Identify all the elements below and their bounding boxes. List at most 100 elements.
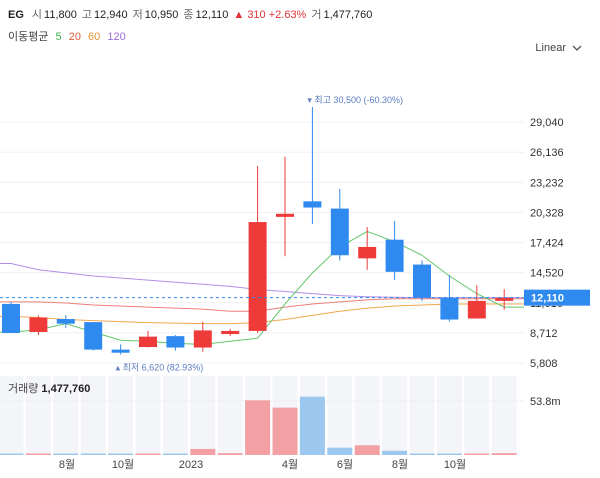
- x-tick-label: 2023: [179, 459, 203, 471]
- ma-period-120: 120: [107, 31, 126, 43]
- candle-body: [221, 330, 240, 335]
- scale-dropdown[interactable]: Linear: [535, 42, 582, 54]
- candle-body: [111, 349, 130, 353]
- low-annotation: ▴ 최저 6,620 (82.93%): [116, 363, 204, 373]
- x-tick-label: 8월: [59, 458, 75, 471]
- last-price-label: 12,110: [531, 293, 564, 305]
- volume-slot-bg: [25, 376, 51, 455]
- candle-body: [303, 201, 322, 208]
- scale-label: Linear: [535, 42, 566, 54]
- y-tick-label: 8,712: [530, 328, 558, 340]
- open-value: 11,800: [44, 9, 77, 21]
- candle-body: [139, 336, 157, 348]
- volume-tick-label: 53.8m: [530, 396, 561, 408]
- ma5-line: [0, 230, 524, 345]
- candle-body: [56, 319, 75, 324]
- volume-bar: [409, 453, 435, 455]
- volume-bar: [436, 453, 462, 455]
- volume-slot-bg: [491, 376, 517, 455]
- volume-bar: [108, 453, 134, 455]
- change-value: ▲ 310 +2.63%: [233, 9, 307, 21]
- volume-bar: [354, 445, 380, 455]
- volume-bar: [25, 453, 51, 455]
- low-value: 10,950: [144, 9, 179, 21]
- open-label: 시: [31, 9, 43, 21]
- volume-bar: [217, 453, 243, 455]
- volume-bar: [162, 453, 188, 455]
- x-tick-label: 6월: [337, 458, 353, 471]
- volume-bar: [272, 407, 298, 455]
- volume-value: 1,477,760: [323, 9, 373, 21]
- x-tick-label: 10월: [112, 458, 134, 471]
- volume-bar: [382, 450, 408, 455]
- volume-slot-bg: [135, 376, 161, 455]
- y-tick-label: 26,136: [530, 147, 564, 159]
- volume-slot-bg: [80, 376, 106, 455]
- volume-slot-bg: [436, 376, 462, 455]
- y-tick-label: 14,520: [530, 268, 564, 280]
- volume-slot-bg: [190, 376, 216, 455]
- ma-period-5: 5: [55, 31, 62, 43]
- y-tick-label: 20,328: [530, 207, 564, 219]
- candle-body: [385, 239, 404, 272]
- low-label: 저: [132, 9, 143, 21]
- volume-bar: [299, 396, 325, 455]
- volume-slot-bg: [162, 376, 188, 455]
- candle-body: [166, 336, 185, 348]
- price-summary-bar: EG 시 11,800 고 12,940 저 10,950 종 12,110 ▲…: [8, 6, 377, 22]
- x-tick-label: 8월: [392, 458, 408, 471]
- candle-body: [248, 222, 267, 331]
- volume-title-value: 1,477,760: [41, 383, 90, 395]
- volume-bar: [80, 453, 106, 455]
- close-value: 12,110: [195, 9, 229, 21]
- candle-body: [467, 300, 486, 319]
- ticker-symbol: EG: [8, 9, 24, 21]
- y-tick-label: 29,040: [530, 117, 564, 129]
- candle-body: [29, 317, 48, 332]
- candle-body: [330, 208, 349, 256]
- moving-average-legend[interactable]: 이동평균 5 20 60 120: [8, 28, 130, 44]
- chevron-down-icon: [572, 45, 582, 51]
- y-tick-label: 17,424: [530, 238, 564, 250]
- volume-bar: [245, 400, 271, 455]
- candle-body: [413, 264, 431, 298]
- volume-bar: [190, 448, 216, 455]
- high-label: 고: [81, 9, 92, 21]
- volume-slot-bg: [0, 376, 24, 455]
- volume-bar: [464, 453, 490, 455]
- volume-slot-bg: [327, 376, 353, 455]
- volume-slot-bg: [409, 376, 435, 455]
- candle-body: [84, 322, 103, 350]
- volume-bar: [0, 453, 24, 455]
- volume-slot-bg: [53, 376, 79, 455]
- candle-body: [495, 297, 514, 301]
- volume-bar: [491, 453, 517, 455]
- volume-bar: [327, 447, 353, 455]
- x-tick-label: 4월: [282, 458, 298, 471]
- candle-body: [276, 213, 294, 217]
- volume-slot-bg: [217, 376, 243, 455]
- moving-average-label: 이동평균: [8, 31, 49, 43]
- volume-slot-bg: [108, 376, 134, 455]
- volume-bar: [53, 453, 79, 455]
- ma-period-60: 60: [88, 31, 101, 43]
- volume-slot-bg: [382, 376, 408, 455]
- last-price-tag: [524, 289, 590, 306]
- candle-body: [358, 246, 377, 259]
- volume-slot-bg: [354, 376, 380, 455]
- high-annotation: ▾ 최고 30,500 (-60.30%): [307, 95, 403, 105]
- candle-body: [2, 303, 20, 334]
- volume-bar: [135, 453, 161, 455]
- ma-period-20: 20: [68, 31, 81, 43]
- y-tick-label: 23,232: [530, 177, 564, 189]
- y-tick-label: 5,808: [530, 358, 558, 370]
- candle-body: [440, 297, 459, 320]
- x-tick-label: 10월: [444, 458, 466, 471]
- volume-slot-bg: [464, 376, 490, 455]
- candle-body: [193, 330, 212, 348]
- high-value: 12,940: [93, 9, 128, 21]
- volume-label: 거: [311, 9, 322, 21]
- close-label: 종: [183, 9, 194, 21]
- volume-title: 거래량 1,477,760: [8, 382, 90, 395]
